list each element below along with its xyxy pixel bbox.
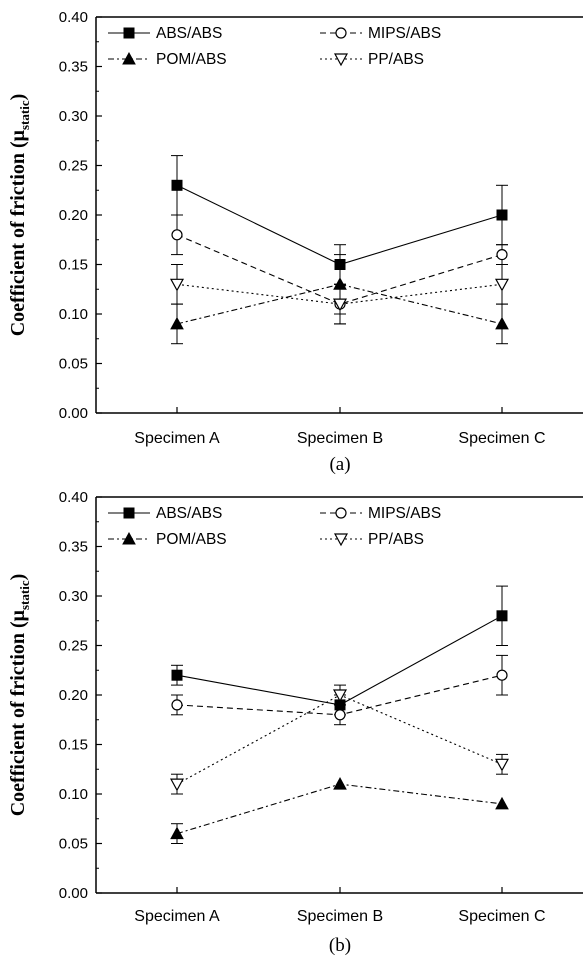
data-point — [496, 610, 508, 622]
legend-label: MIPS/ABS — [368, 505, 441, 522]
y-tick-label: 0.20 — [59, 687, 88, 704]
legend-marker — [122, 531, 136, 545]
legend-marker — [333, 53, 349, 67]
data-point — [334, 709, 346, 721]
data-point — [332, 689, 348, 703]
legend-marker — [333, 533, 349, 547]
legend-marker — [335, 507, 347, 519]
y-tick-label: 0.05 — [59, 836, 88, 853]
y-tick-label: 0.40 — [59, 489, 88, 506]
y-tick-label: 0.00 — [59, 885, 88, 902]
y-tick-label: 0.05 — [59, 356, 88, 373]
legend-marker — [335, 27, 347, 39]
y-tick-label: 0.00 — [59, 405, 88, 422]
legend-label: POM/ABS — [156, 51, 227, 68]
y-tick-label: 0.15 — [59, 257, 88, 274]
series-pom-abs: POM/ABS — [108, 51, 509, 345]
x-tick-label: Specimen B — [297, 430, 383, 447]
y-axis-label-main: Coefficient of friction (μ — [7, 129, 29, 336]
data-point — [170, 316, 184, 330]
y-axis-label-subscript: static — [17, 580, 32, 610]
y-tick-label: 0.30 — [59, 108, 88, 125]
data-point — [169, 778, 185, 792]
series-line — [176, 783, 503, 835]
y-axis-label-close: ) — [7, 94, 29, 101]
legend-label: POM/ABS — [156, 531, 227, 548]
data-point — [171, 179, 183, 191]
y-tick-label: 0.25 — [59, 638, 88, 655]
x-tick-label: Specimen C — [458, 908, 545, 925]
legend-label: PP/ABS — [368, 51, 424, 68]
y-axis-label: Coefficient of friction (μstatic) — [7, 574, 32, 817]
legend-label: MIPS/ABS — [368, 25, 441, 42]
data-point — [494, 758, 510, 772]
chart-panel-a: 0.00 0.05 0.10 0.15 0.20 0.25 0.30 0.35 0.40 Spec… — [7, 9, 583, 475]
series-pom-abs: POM/ABS — [108, 531, 509, 844]
data-point — [332, 298, 348, 312]
data-point — [494, 278, 510, 292]
x-tick-label: Specimen C — [458, 430, 545, 447]
y-tick-label: 0.30 — [59, 588, 88, 605]
legend-marker — [123, 27, 135, 39]
series-abs-abs: ABS/ABS — [108, 505, 508, 716]
y-tick-label: 0.15 — [59, 737, 88, 754]
y-tick-label: 0.10 — [59, 306, 88, 323]
data-point — [496, 669, 508, 681]
data-point — [170, 826, 184, 840]
series-line — [176, 234, 503, 305]
y-tick-label: 0.35 — [59, 59, 88, 76]
y-axis-label: Coefficient of friction (μstatic) — [7, 94, 32, 337]
series-mips-abs: MIPS/ABS — [171, 505, 508, 726]
legend-marker — [122, 51, 136, 65]
panel-caption: (b) — [329, 935, 351, 956]
data-point — [495, 316, 509, 330]
y-tick-label: 0.20 — [59, 207, 88, 224]
data-point — [171, 669, 183, 681]
series-pp-abs: PP/ABS — [169, 51, 510, 325]
data-point — [333, 777, 347, 790]
x-tick-label: Specimen A — [134, 908, 220, 925]
y-axis-label-subscript: static — [17, 100, 32, 130]
legend-label: PP/ABS — [368, 531, 424, 548]
series-pp-abs: PP/ABS — [169, 531, 510, 795]
data-point — [171, 229, 183, 241]
data-point — [495, 796, 509, 810]
data-point — [496, 209, 508, 221]
y-axis-label-close: ) — [7, 574, 29, 581]
y-tick-label: 0.40 — [59, 9, 88, 26]
y-tick-label: 0.35 — [59, 539, 88, 556]
x-tick-label: Specimen A — [134, 430, 220, 447]
y-tick-label: 0.10 — [59, 786, 88, 803]
panel-caption: (a) — [329, 454, 350, 475]
legend-label: ABS/ABS — [156, 505, 222, 522]
y-tick-label: 0.25 — [59, 158, 88, 175]
x-tick-label: Specimen B — [297, 908, 383, 925]
legend-marker — [123, 507, 135, 519]
y-axis-label-main: Coefficient of friction (μ — [7, 609, 29, 816]
chart-panel-b: 0.00 0.05 0.10 0.15 0.20 0.25 0.30 0.35 0.40 Spec… — [7, 489, 583, 956]
data-point — [496, 249, 508, 261]
data-point — [169, 278, 185, 292]
data-point — [171, 699, 183, 711]
series-abs-abs: ABS/ABS — [108, 25, 508, 285]
legend-label: ABS/ABS — [156, 25, 222, 42]
